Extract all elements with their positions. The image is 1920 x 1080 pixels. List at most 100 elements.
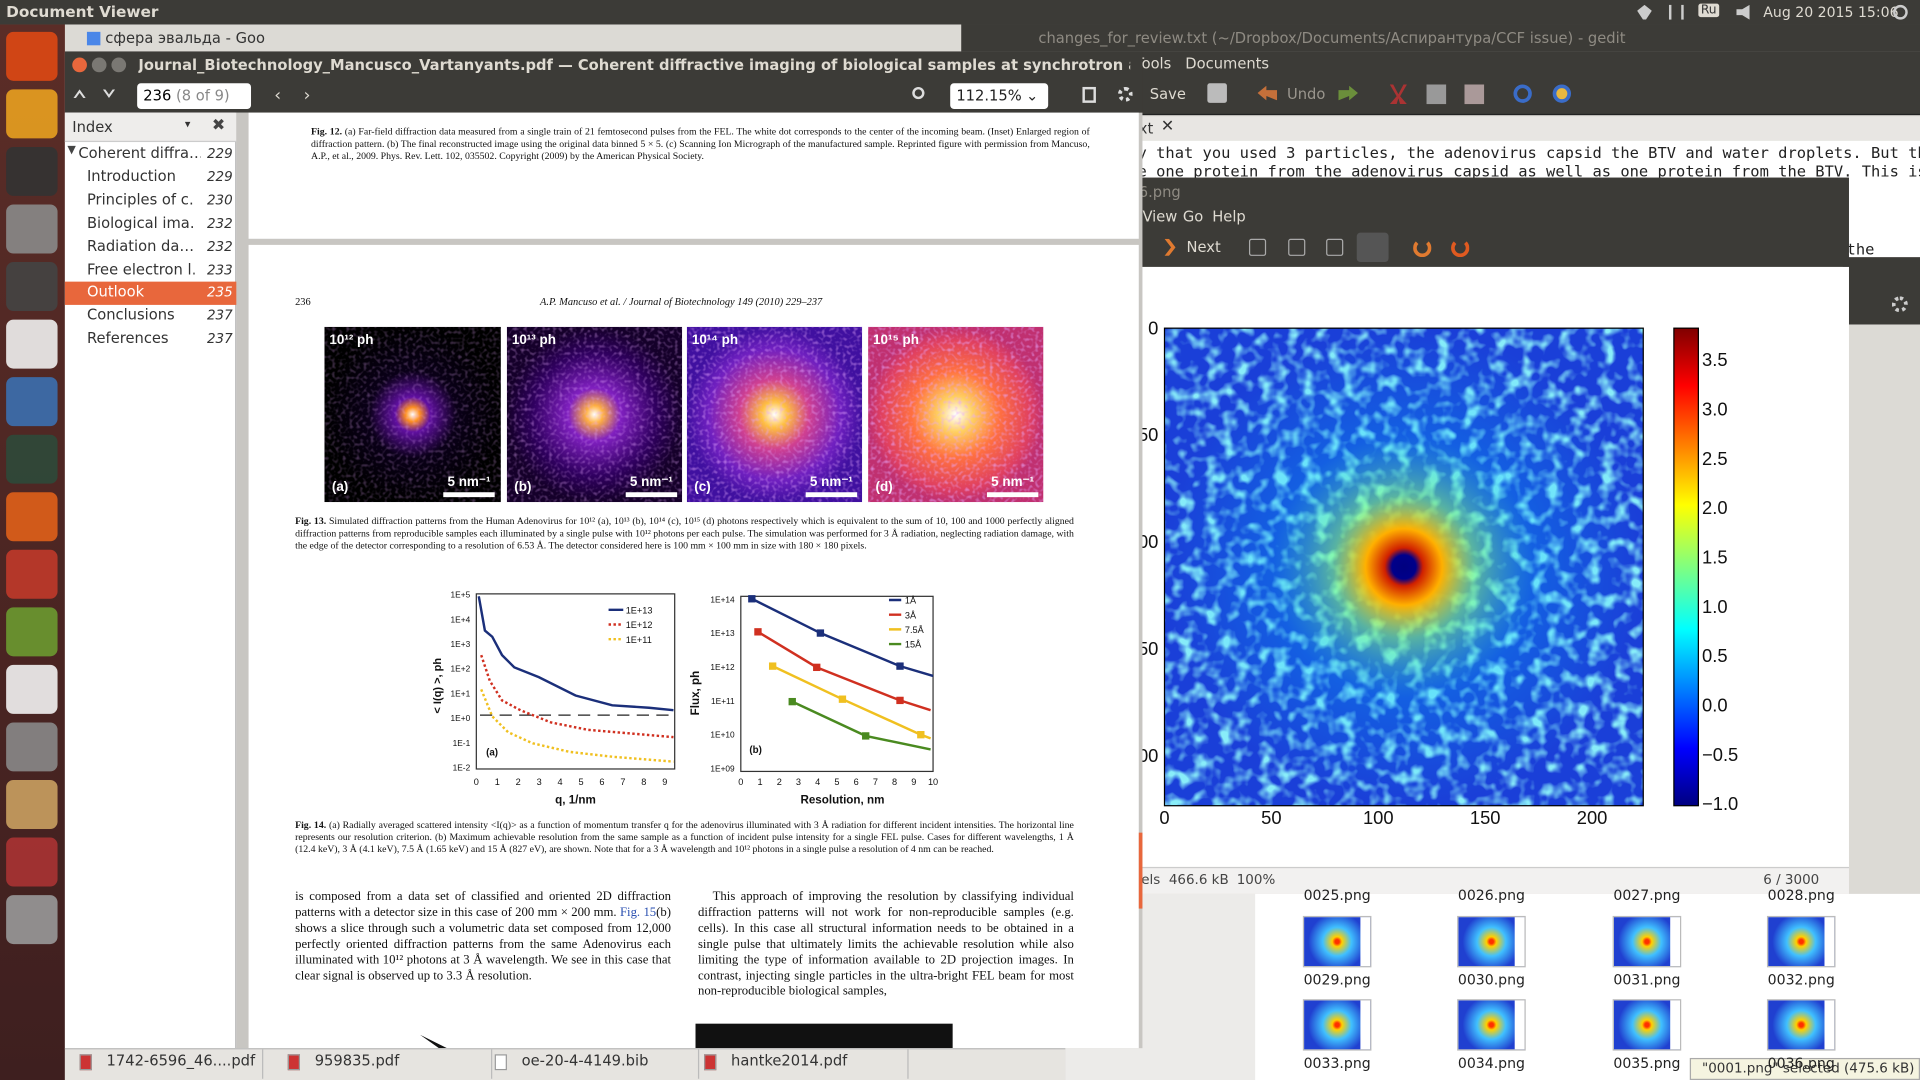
- launcher-icon[interactable]: [6, 377, 58, 427]
- file-label[interactable]: 0036.png: [1767, 1054, 1835, 1072]
- sidebar-mode[interactable]: Index: [72, 118, 113, 136]
- sidebar-dropdown[interactable]: ▾: [184, 118, 191, 132]
- download-item[interactable]: [278, 1049, 493, 1079]
- marker: [862, 732, 870, 740]
- keyboard-indicator[interactable]: Ru: [1698, 3, 1719, 18]
- file-label[interactable]: 0030.png: [1457, 971, 1525, 989]
- expander[interactable]: ▼: [67, 144, 76, 157]
- zoom-box[interactable]: 112.15% ⌄: [950, 83, 1049, 109]
- page-entry[interactable]: 236 (8 of 9): [137, 83, 252, 109]
- download-name[interactable]: hantke2014.pdf: [731, 1051, 848, 1069]
- file-thumbnail[interactable]: [1302, 915, 1372, 968]
- browser-tab-title[interactable]: сфера эвальда - Goo: [105, 29, 265, 47]
- launcher-icon[interactable]: [6, 319, 58, 369]
- page-number[interactable]: 236: [143, 86, 172, 105]
- zoom-fit-icon[interactable]: [1356, 232, 1389, 263]
- gedit-save[interactable]: Save: [1149, 85, 1186, 103]
- launcher-icon[interactable]: [6, 262, 58, 312]
- file-thumbnail[interactable]: [1766, 999, 1836, 1051]
- download-name[interactable]: 959835.pdf: [314, 1051, 400, 1069]
- scrollbar[interactable]: [1138, 832, 1143, 909]
- download-item[interactable]: [70, 1049, 264, 1079]
- zoom-dropdown[interactable]: ⌄: [1026, 86, 1039, 105]
- outline-item[interactable]: Biological ima…: [86, 213, 195, 232]
- download-item[interactable]: [694, 1049, 909, 1079]
- copy-icon[interactable]: [1426, 84, 1447, 105]
- network-icon[interactable]: [1668, 4, 1684, 20]
- zoom-value[interactable]: 112.15%: [956, 86, 1022, 105]
- figure-link[interactable]: Fig. 15: [619, 906, 657, 920]
- browser-tab[interactable]: [75, 26, 272, 52]
- outline-item[interactable]: Conclusions: [86, 306, 175, 324]
- outline-item[interactable]: References: [86, 329, 169, 347]
- outline-item[interactable]: Radiation da…: [86, 237, 195, 255]
- file-thumbnail[interactable]: [1612, 915, 1682, 968]
- find-icon[interactable]: [1513, 84, 1532, 103]
- axis-label: Resolution, nm: [800, 793, 884, 806]
- launcher-icon[interactable]: [6, 31, 58, 81]
- file-label[interactable]: 0034.png: [1457, 1054, 1525, 1072]
- viewer-menu[interactable]: Help: [1212, 208, 1246, 226]
- rotate-left-icon[interactable]: [1413, 238, 1432, 258]
- scale-label: 5 nm⁻¹: [630, 474, 674, 489]
- viewer-menu[interactable]: View: [1142, 208, 1178, 226]
- settings-icon[interactable]: [1891, 296, 1908, 313]
- outline-item[interactable]: Coherent diffra…: [78, 144, 201, 162]
- launcher-icon[interactable]: [6, 664, 58, 714]
- session-icon[interactable]: [1893, 4, 1908, 20]
- launcher-icon[interactable]: [6, 146, 58, 196]
- clock[interactable]: Aug 20 2015 15:06: [1763, 3, 1899, 21]
- file-thumbnail[interactable]: [1457, 915, 1526, 968]
- launcher-icon[interactable]: [6, 837, 58, 887]
- view-mode-button[interactable]: [1082, 86, 1096, 103]
- paste-icon[interactable]: [1464, 84, 1485, 105]
- rotate-right-icon[interactable]: [1451, 238, 1470, 258]
- file-thumbnail[interactable]: [1457, 999, 1526, 1051]
- launcher-icon[interactable]: [6, 895, 58, 945]
- gedit-undo[interactable]: Undo: [1286, 85, 1326, 103]
- launcher-icon[interactable]: [6, 780, 58, 829]
- download-name[interactable]: 1742-6596_46....pdf: [106, 1051, 256, 1069]
- launcher-icon[interactable]: [6, 722, 58, 772]
- tab-close[interactable]: ✕: [1160, 117, 1175, 136]
- file-thumbnail[interactable]: [1766, 915, 1836, 968]
- file-label[interactable]: 0032.png: [1767, 971, 1835, 989]
- close-button[interactable]: [72, 57, 87, 73]
- file-label[interactable]: 0031.png: [1613, 971, 1681, 989]
- print-icon[interactable]: [1207, 83, 1227, 103]
- file-label[interactable]: 0029.png: [1303, 971, 1371, 989]
- launcher-icon[interactable]: [6, 89, 58, 139]
- file-thumbnail[interactable]: [1612, 999, 1682, 1051]
- replace-icon[interactable]: [1552, 84, 1572, 103]
- outline-item[interactable]: Introduction: [86, 167, 176, 185]
- launcher-icon[interactable]: [6, 492, 58, 542]
- back-button[interactable]: ‹: [274, 85, 282, 106]
- y-tick-label: 1E+4: [451, 614, 471, 624]
- gedit-menu[interactable]: Tools: [1135, 55, 1172, 73]
- launcher-icon[interactable]: [6, 204, 58, 254]
- forward-button[interactable]: ›: [303, 85, 311, 106]
- search-button[interactable]: [912, 86, 925, 100]
- settings-button[interactable]: [1117, 86, 1133, 102]
- outline-item[interactable]: Principles of c…: [86, 190, 195, 208]
- launcher-icon[interactable]: [6, 549, 58, 599]
- file-thumbnail[interactable]: [1302, 999, 1372, 1051]
- launcher-icon[interactable]: [6, 434, 58, 484]
- viewer-next[interactable]: Next: [1186, 238, 1221, 256]
- outline-item[interactable]: Free electron l…: [86, 260, 195, 278]
- zoom-out-icon[interactable]: [1288, 238, 1306, 256]
- minimize-button[interactable]: [91, 57, 107, 73]
- sidebar-close[interactable]: ✖: [211, 116, 226, 135]
- gedit-menu[interactable]: Documents: [1185, 55, 1270, 73]
- zoom-normal-icon[interactable]: [1326, 238, 1344, 256]
- download-name[interactable]: oe-20-4-4149.bib: [521, 1051, 649, 1069]
- maximize-button[interactable]: [111, 57, 127, 73]
- zoom-in-icon[interactable]: [1248, 238, 1267, 256]
- dropbox-icon[interactable]: [1637, 4, 1652, 20]
- viewer-menu[interactable]: Go: [1182, 208, 1204, 226]
- download-item[interactable]: [485, 1049, 700, 1079]
- file-label[interactable]: 0035.png: [1613, 1054, 1681, 1072]
- file-label[interactable]: 0033.png: [1303, 1054, 1371, 1072]
- outline-item[interactable]: Outlook: [86, 283, 145, 301]
- launcher-icon[interactable]: [6, 607, 58, 657]
